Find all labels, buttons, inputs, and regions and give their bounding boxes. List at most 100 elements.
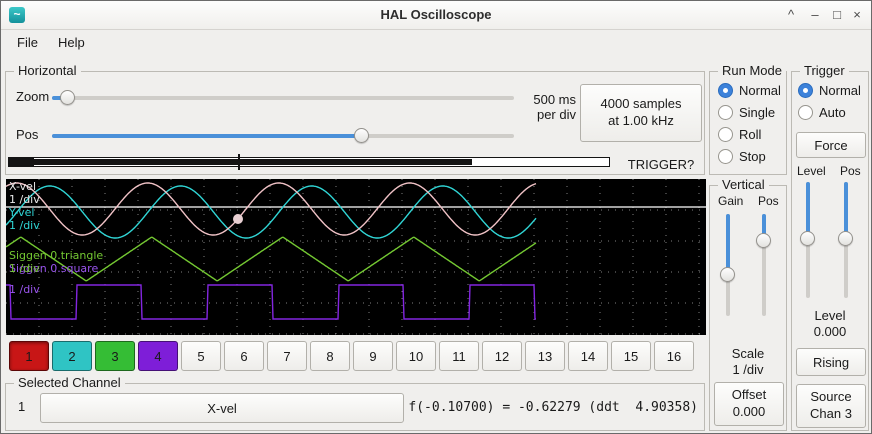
- channel-button-2[interactable]: 2: [52, 341, 92, 371]
- window-title: HAL Oscilloscope: [1, 1, 871, 29]
- radio-icon[interactable]: [718, 83, 733, 98]
- samples-line2: at 1.00 kHz: [608, 113, 674, 130]
- selected-channel-number: 1: [18, 399, 25, 414]
- horizontal-group-label: Horizontal: [14, 63, 81, 78]
- channel-button-12[interactable]: 12: [482, 341, 522, 371]
- trigger-option-label: Normal: [819, 83, 861, 98]
- channel-button-9[interactable]: 9: [353, 341, 393, 371]
- gain-slider-label: Gain: [718, 194, 743, 208]
- trigger-group: Trigger Normal Auto Force Level Pos Leve…: [791, 71, 869, 431]
- selected-channel-name-button[interactable]: X-vel: [40, 393, 404, 423]
- channel-button-6[interactable]: 6: [224, 341, 264, 371]
- zoom-slider[interactable]: [52, 90, 514, 106]
- offset-value: 0.000: [733, 404, 766, 421]
- channel-button-4[interactable]: 4: [138, 341, 178, 371]
- pos-slider-handle[interactable]: [354, 128, 369, 143]
- run-mode-option-roll[interactable]: Roll: [718, 127, 761, 142]
- menu-file[interactable]: File: [7, 32, 48, 53]
- channel-button-row: 1 2 3 4 5 6 7 8 9 10 11 12 13 14 15 16: [9, 341, 694, 371]
- offset-button[interactable]: Offset 0.000: [714, 382, 784, 426]
- minimize-button[interactable]: –: [805, 1, 825, 29]
- trigger-source-label: Source: [810, 389, 851, 406]
- radio-icon[interactable]: [718, 105, 733, 120]
- pos-slider-fill: [52, 134, 362, 138]
- maximize-button[interactable]: □: [827, 1, 847, 29]
- scale-caption: Scale: [710, 346, 786, 361]
- trigger-pos-slider-fill: [844, 182, 848, 238]
- radio-icon[interactable]: [718, 127, 733, 142]
- channel-button-15[interactable]: 15: [611, 341, 651, 371]
- svg-text:1 /div: 1 /div: [9, 283, 40, 296]
- menu-help[interactable]: Help: [48, 32, 95, 53]
- svg-text:1 /div: 1 /div: [9, 262, 40, 275]
- run-mode-option-label: Stop: [739, 149, 766, 164]
- channel-button-16[interactable]: 16: [654, 341, 694, 371]
- samples-button[interactable]: 4000 samples at 1.00 kHz: [580, 84, 702, 142]
- pos-slider[interactable]: [52, 128, 514, 144]
- trigger-level-value: 0.000: [792, 324, 868, 339]
- radio-icon[interactable]: [718, 149, 733, 164]
- run-mode-option-label: Normal: [739, 83, 781, 98]
- trigger-pos-slider-handle[interactable]: [838, 231, 853, 246]
- gain-slider-fill: [726, 214, 730, 274]
- record-left-block: [8, 157, 34, 167]
- trigger-level-slider-label: Level: [797, 164, 826, 178]
- trigger-level-caption: Level: [792, 308, 868, 323]
- pos-label: Pos: [16, 127, 38, 142]
- run-mode-option-normal[interactable]: Normal: [718, 83, 781, 98]
- run-mode-group: Run Mode Normal Single Roll Stop: [709, 71, 787, 175]
- trigger-pos-slider-label: Pos: [840, 164, 861, 178]
- gain-slider[interactable]: [720, 214, 736, 316]
- trigger-level-slider[interactable]: [800, 182, 816, 298]
- svg-text:1 /div: 1 /div: [9, 193, 40, 206]
- channel-button-3[interactable]: 3: [95, 341, 135, 371]
- horizontal-group: Horizontal Zoom 500 ms per div 4000 samp…: [5, 71, 705, 175]
- scope-display[interactable]: X-vel1 /divY-vel1 /divSiggen 0.triangleS…: [6, 179, 706, 335]
- vertical-pos-slider-handle[interactable]: [756, 233, 771, 248]
- trigger-edge-button[interactable]: Rising: [796, 348, 866, 376]
- run-mode-option-label: Roll: [739, 127, 761, 142]
- timebase-line2: per div: [514, 107, 576, 122]
- run-mode-option-single[interactable]: Single: [718, 105, 775, 120]
- trigger-option-auto[interactable]: Auto: [798, 105, 846, 120]
- trigger-source-button[interactable]: Source Chan 3: [796, 384, 866, 428]
- channel-button-13[interactable]: 13: [525, 341, 565, 371]
- radio-icon[interactable]: [798, 105, 813, 120]
- scale-value: 1 /div: [710, 362, 786, 377]
- samples-line1: 4000 samples: [601, 96, 682, 113]
- vertical-pos-slider[interactable]: [756, 214, 772, 316]
- trigger-option-normal[interactable]: Normal: [798, 83, 861, 98]
- zoom-slider-track: [52, 96, 514, 100]
- trigger-group-label: Trigger: [800, 63, 849, 78]
- svg-text:1 /div: 1 /div: [9, 219, 40, 232]
- channel-button-10[interactable]: 10: [396, 341, 436, 371]
- zoom-slider-handle[interactable]: [60, 90, 75, 105]
- selected-channel-group: Selected Channel 1 X-vel f(-0.10700) = -…: [5, 383, 705, 431]
- channel-button-7[interactable]: 7: [267, 341, 307, 371]
- close-button[interactable]: ×: [847, 1, 867, 29]
- channel-button-11[interactable]: 11: [439, 341, 479, 371]
- run-mode-option-label: Single: [739, 105, 775, 120]
- trigger-position-marker[interactable]: [238, 154, 240, 170]
- record-position-bar[interactable]: [8, 154, 614, 170]
- trigger-status-label: TRIGGER?: [620, 157, 702, 172]
- titlebar: ~ HAL Oscilloscope ^ – □ ×: [1, 1, 871, 30]
- channel-button-1[interactable]: 1: [9, 341, 49, 371]
- shade-button[interactable]: ^: [781, 1, 801, 29]
- trigger-level-slider-handle[interactable]: [800, 231, 815, 246]
- channel-button-8[interactable]: 8: [310, 341, 350, 371]
- selected-channel-group-label: Selected Channel: [14, 375, 125, 390]
- channel-button-14[interactable]: 14: [568, 341, 608, 371]
- run-mode-option-stop[interactable]: Stop: [718, 149, 766, 164]
- channel-button-5[interactable]: 5: [181, 341, 221, 371]
- vertical-pos-slider-label: Pos: [758, 194, 779, 208]
- trigger-pos-slider[interactable]: [838, 182, 854, 298]
- radio-icon[interactable]: [798, 83, 813, 98]
- force-button[interactable]: Force: [796, 132, 866, 158]
- vertical-group-label: Vertical: [718, 177, 769, 192]
- gain-slider-handle[interactable]: [720, 267, 735, 282]
- zoom-label: Zoom: [16, 89, 49, 104]
- record-window-fill: [32, 159, 472, 165]
- offset-caption: Offset: [732, 387, 766, 404]
- svg-text:Siggen 0.triangle: Siggen 0.triangle: [9, 249, 103, 262]
